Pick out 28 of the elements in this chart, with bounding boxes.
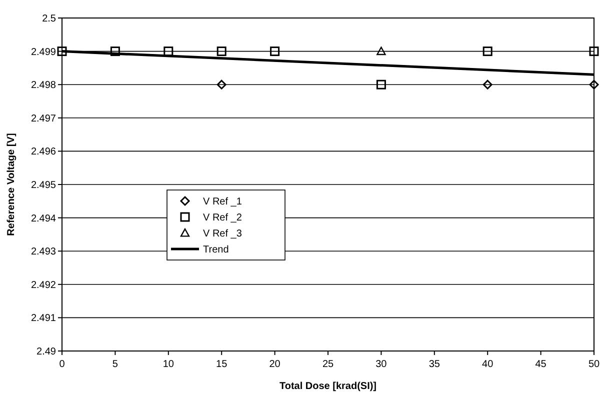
legend-label: V Ref _2 [203,212,242,224]
legend-label: V Ref _3 [203,228,242,240]
x-tick-label: 35 [428,359,440,370]
x-tick-label: 5 [112,359,118,370]
x-axis-title: Total Dose [krad(SI)] [279,381,377,392]
y-tick-label: 2.495 [30,180,56,191]
x-tick-label: 40 [482,359,494,370]
x-tick-label: 50 [588,359,600,370]
y-tick-label: 2.494 [30,213,56,224]
x-tick-label: 10 [162,359,174,370]
y-tick-label: 2.496 [30,146,56,158]
x-tick-label: 20 [269,359,281,370]
y-tick-label: 2.497 [30,113,56,124]
x-tick-label: 0 [59,359,66,370]
x-tick-label: 30 [376,359,388,370]
y-axis-title: Reference Voltage [V] [6,133,17,236]
y-tick-label: 2.49 [36,346,56,358]
x-tick-label: 45 [535,359,547,370]
y-tick-label: 2.499 [30,46,56,58]
y-tick-label: 2.498 [30,80,56,92]
y-tick-label: 2.492 [30,280,56,291]
y-tick-label: 2.493 [30,246,56,258]
y-tick-label: 2.5 [42,14,56,24]
y-tick-label: 2.491 [30,313,56,324]
legend-label: Trend [203,244,229,256]
legend-label: V Ref _1 [203,196,242,208]
x-tick-label: 25 [322,359,334,370]
x-tick-label: 15 [216,359,228,370]
